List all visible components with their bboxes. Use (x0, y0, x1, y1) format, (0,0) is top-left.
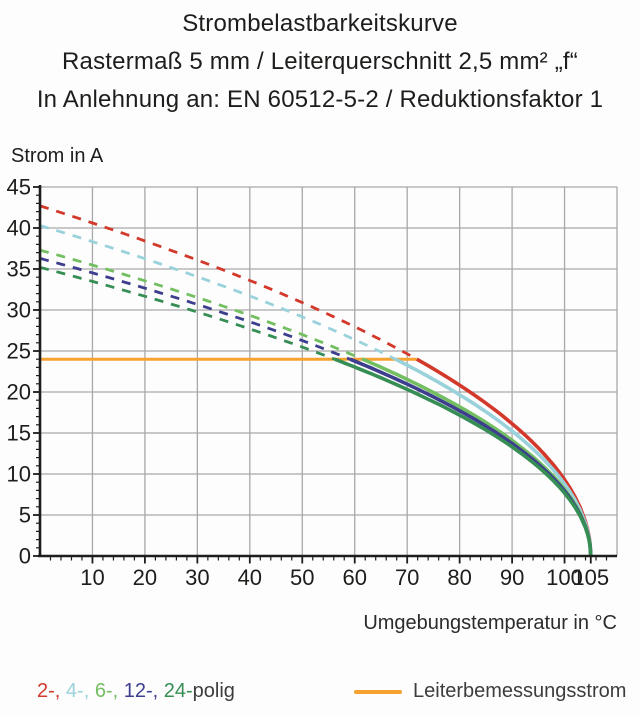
axis-ticks (33, 186, 608, 564)
legend-rated-current: Leiterbemessungsstrom (354, 680, 626, 703)
derating-curves (39, 204, 593, 557)
curve-dashed-6-polig (39, 248, 364, 361)
y-tick-label: 30 (7, 298, 31, 323)
legend-pole-counts: 2-, 4-, 6-, 12-, 24-polig (37, 680, 235, 703)
x-tick-label: 105 (572, 565, 609, 590)
y-tick-labels: 0 5 10 15 20 25 30 35 40 45 (7, 175, 31, 569)
y-tick-label: 5 (19, 503, 31, 528)
x-tick-label: 60 (342, 565, 366, 590)
x-tick-label: 50 (290, 565, 314, 590)
legend-pole-item: 24- (163, 680, 193, 702)
axes (38, 185, 617, 558)
legend-pole-item: 6-, (94, 680, 119, 702)
y-tick-label: 15 (7, 421, 31, 446)
chart-standard-note: In Anlehnung an: EN 60512-5-2 / Reduktio… (36, 86, 604, 113)
y-tick-label: 40 (7, 216, 31, 241)
x-tick-label: 80 (447, 565, 471, 590)
x-tick-label: 90 (500, 565, 524, 590)
legend-pole-suffix: polig (192, 680, 235, 702)
y-tick-label: 10 (7, 462, 31, 487)
x-tick-label: 30 (185, 565, 209, 590)
x-tick-label: 20 (133, 565, 157, 590)
legend: 2-, 4-, 6-, 12-, 24-polig Leiterbemessun… (0, 676, 640, 708)
chart-subtitle: Rastermaß 5 mm / Leiterquerschnitt 2,5 m… (62, 48, 578, 75)
x-tick-label: 40 (238, 565, 262, 590)
x-tick-label: 10 (80, 565, 104, 590)
y-tick-label: 25 (7, 339, 31, 364)
x-tick-label: 70 (395, 565, 419, 590)
curve-solid-24-polig (334, 357, 593, 557)
y-tick-label: 20 (7, 380, 31, 405)
curve-solid-6-polig (362, 357, 593, 557)
curve-dashed-12-polig (39, 256, 351, 361)
grid-lines (40, 186, 618, 556)
y-tick-label: 35 (7, 257, 31, 282)
legend-pole-item: 12-, (123, 680, 159, 702)
legend-pole-item: 2-, (37, 680, 61, 702)
y-tick-label: 0 (19, 544, 31, 569)
x-tick-label: 100 (546, 565, 583, 590)
curve-solid-4-polig (394, 357, 593, 557)
curve-dashed-4-polig (39, 224, 397, 361)
curve-solid-12-polig (349, 357, 593, 557)
chart-title-block: Strombelastbarkeitskurve Rastermaß 5 mm … (0, 5, 640, 119)
chart-title: Strombelastbarkeitskurve (182, 10, 458, 37)
curve-dashed-24-polig (39, 266, 336, 361)
y-tick-label: 45 (7, 175, 31, 200)
legend-pole-item: 4-, (65, 680, 90, 702)
rated-current-label: Leiterbemessungsstrom (413, 680, 627, 702)
x-axis-label: Umgebungstemperatur in °C (363, 612, 617, 634)
y-axis-label: Strom in A (11, 145, 104, 167)
rated-current-line-swatch (354, 689, 402, 694)
